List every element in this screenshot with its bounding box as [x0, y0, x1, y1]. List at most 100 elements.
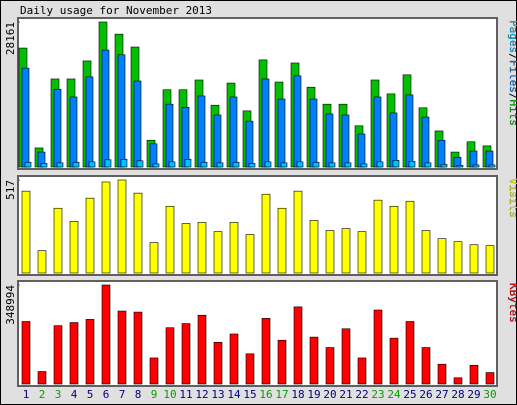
legend-entry: Files: [507, 60, 517, 93]
bar: [197, 95, 206, 168]
bar: [184, 158, 192, 168]
bar: [24, 162, 32, 168]
bar: [149, 357, 159, 385]
legend: Visits: [507, 178, 517, 218]
x-tick-label: 20: [323, 388, 336, 401]
bar: [133, 192, 143, 274]
bar: [421, 116, 430, 168]
bar: [280, 162, 288, 168]
bar: [392, 160, 400, 168]
bar: [421, 230, 431, 274]
x-tick-label: 13: [211, 388, 224, 401]
bar: [37, 250, 47, 274]
bar: [40, 163, 48, 168]
bar: [277, 339, 287, 385]
panel: [17, 175, 498, 276]
legend-separator: /: [507, 93, 517, 100]
y-tick-label: 517: [4, 180, 17, 200]
bar: [21, 67, 30, 168]
x-tick-label: 14: [227, 388, 241, 401]
bar: [357, 357, 367, 385]
bar: [69, 221, 79, 274]
bar: [389, 337, 399, 385]
chart-title: Daily usage for November 2013: [20, 4, 212, 17]
bar: [325, 113, 334, 168]
x-tick-label: 28: [451, 388, 464, 401]
bar: [181, 106, 190, 168]
bar: [293, 190, 303, 274]
bar: [424, 162, 432, 168]
bar: [136, 160, 144, 168]
bar: [53, 88, 62, 168]
bar: [200, 162, 208, 168]
bar: [360, 163, 368, 168]
bar: [437, 363, 447, 385]
bar: [213, 231, 223, 274]
bar: [245, 120, 254, 168]
bar: [485, 150, 494, 168]
bar: [293, 75, 302, 168]
bar: [293, 306, 303, 385]
bar: [408, 161, 416, 168]
x-tick-label: 18: [291, 388, 304, 401]
bar: [216, 162, 224, 168]
bar: [440, 164, 448, 168]
x-tick-label: 15: [243, 388, 256, 401]
panel: [17, 280, 498, 387]
bar: [85, 319, 95, 385]
bar: [296, 161, 304, 168]
x-tick-label: 7: [119, 388, 126, 401]
bar: [341, 114, 350, 168]
panel: [17, 17, 498, 170]
x-tick-label: 25: [403, 388, 416, 401]
bar: [117, 179, 127, 274]
bar: [101, 284, 111, 385]
bar: [277, 207, 287, 274]
bar: [165, 327, 175, 385]
x-tick-label: 26: [419, 388, 432, 401]
bar: [101, 181, 111, 274]
bar: [165, 103, 174, 168]
bar: [165, 205, 175, 274]
bar: [245, 353, 255, 385]
bar: [405, 200, 415, 274]
bar: [453, 377, 463, 385]
bar: [104, 159, 112, 168]
bar: [133, 311, 143, 385]
bar: [373, 199, 383, 274]
bar: [117, 310, 127, 385]
bar: [325, 347, 335, 385]
bar: [325, 230, 335, 274]
bar: [133, 80, 142, 168]
x-tick-label: 12: [195, 388, 208, 401]
legend-entry: Hits: [507, 100, 517, 127]
bar: [344, 162, 352, 168]
x-tick-label: 6: [103, 388, 110, 401]
x-tick-label: 1: [23, 388, 30, 401]
x-tick-label: 9: [151, 388, 158, 401]
bar: [485, 372, 495, 385]
bar: [56, 162, 64, 168]
bar: [213, 342, 223, 385]
legend-entry: Visits: [507, 178, 517, 218]
bar: [488, 164, 496, 168]
bar: [88, 161, 96, 168]
bar: [264, 161, 272, 168]
bar: [309, 220, 319, 274]
legend: Pages/Files/Hits: [507, 20, 517, 126]
bar: [376, 161, 384, 168]
bar: [232, 162, 240, 168]
bar: [69, 96, 78, 168]
bar: [117, 54, 126, 168]
bar: [309, 98, 318, 168]
bar: [101, 49, 110, 168]
bar: [469, 150, 478, 168]
bar: [181, 323, 191, 385]
legend: KBytes: [507, 283, 517, 323]
bar: [373, 309, 383, 385]
legend-entry: KBytes: [507, 283, 517, 323]
x-tick-label: 29: [467, 388, 480, 401]
bar: [69, 322, 79, 385]
bar: [149, 242, 159, 274]
